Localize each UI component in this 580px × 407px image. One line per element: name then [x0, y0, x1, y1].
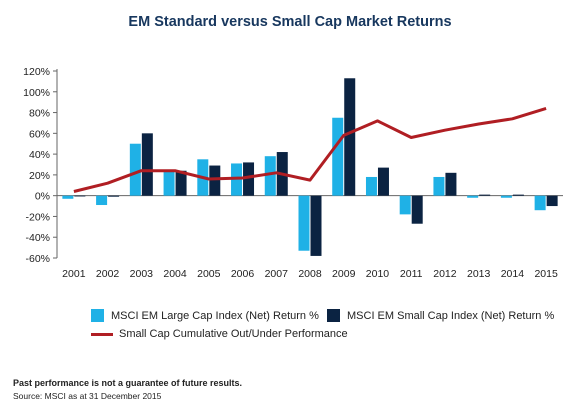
x-tick-label: 2015 [534, 268, 558, 280]
bar-large-cap [500, 195, 512, 198]
x-tick-label: 2006 [231, 268, 255, 280]
bar-small-cap [512, 194, 524, 196]
x-tick-label: 2004 [163, 268, 187, 280]
bar-large-cap [467, 195, 479, 198]
x-tick-label: 2003 [130, 268, 154, 280]
x-tick-label: 2010 [366, 268, 390, 280]
bar-small-cap [411, 195, 423, 224]
x-tick-label: 2008 [298, 268, 322, 280]
tick-labels: 120% 100% 80% 60% 40% 20% 0% -20% -40% -60% 2001 20… [23, 66, 558, 280]
bar-small-cap [108, 195, 120, 197]
x-tick-label: 2014 [501, 268, 525, 280]
x-tick-label: 2011 [400, 268, 423, 280]
y-tick-label: -20% [25, 211, 50, 223]
y-tick-label: 60% [29, 128, 50, 140]
y-tick-label: 0% [35, 191, 50, 203]
legend-item-small-cap: MSCI EM Small Cap Index (Net) Return % [327, 309, 554, 322]
legend-label-small-cap: MSCI EM Small Cap Index (Net) Return % [347, 309, 555, 322]
bar-small-cap [546, 195, 558, 207]
bar-large-cap [264, 156, 276, 196]
legend-item-cumulative: Small Cap Cumulative Out/Under Performan… [91, 328, 348, 340]
bar-small-cap [479, 194, 491, 196]
bar-large-cap [163, 170, 175, 196]
legend-item-large-cap: MSCI EM Large Cap Index (Net) Return % [91, 309, 319, 322]
y-tick-label: -60% [25, 253, 50, 265]
bar-large-cap [332, 117, 344, 196]
bar-small-cap [243, 162, 255, 196]
y-tick-label: -40% [25, 232, 50, 244]
bar-small-cap [377, 167, 389, 196]
legend-label-cumulative: Small Cap Cumulative Out/Under Performan… [119, 328, 348, 340]
legend-swatch-large-cap [91, 309, 104, 322]
bar-large-cap [129, 143, 141, 196]
disclaimer-text: Past performance is not a guarantee of f… [13, 378, 243, 388]
bar-small-cap [445, 172, 457, 196]
cumulative-line [73, 106, 547, 193]
x-tick-label: 2001 [62, 268, 86, 280]
bar-large-cap [433, 176, 445, 196]
x-tick-label: 2007 [265, 268, 289, 280]
x-tick-label: 2012 [433, 268, 457, 280]
y-tick-label: 40% [29, 149, 50, 161]
source-text: Source: MSCI as at 31 December 2015 [13, 391, 162, 401]
bar-large-cap [399, 195, 411, 215]
chart-title: EM Standard versus Small Cap Market Retu… [128, 14, 452, 30]
bar-small-cap [344, 78, 356, 196]
bar-large-cap [298, 195, 310, 251]
bar-large-cap [62, 195, 74, 199]
bar-large-cap [534, 195, 546, 211]
bar-small-cap [175, 170, 187, 196]
y-tick-label: 20% [29, 170, 50, 182]
bar-large-cap [365, 176, 377, 196]
y-tick-label: 80% [29, 108, 50, 120]
y-tick-label: 100% [23, 87, 50, 99]
legend-swatch-cumulative [91, 332, 113, 336]
x-tick-label: 2005 [197, 268, 221, 280]
y-tick-label: 120% [23, 66, 50, 78]
line-cumulative [73, 106, 547, 193]
x-tick-label: 2002 [96, 268, 120, 280]
bar-small-cap [74, 195, 86, 197]
bar-small-cap [141, 133, 153, 196]
x-tick-label: 2009 [332, 268, 356, 280]
bar-small-cap [209, 165, 221, 196]
axes [53, 69, 563, 259]
bar-large-cap [96, 195, 108, 206]
legend-swatch-small-cap [327, 309, 340, 322]
x-tick-label: 2013 [467, 268, 491, 280]
legend-label-large-cap: MSCI EM Large Cap Index (Net) Return % [111, 309, 319, 322]
bar-small-cap [310, 195, 322, 256]
bars [62, 78, 558, 256]
